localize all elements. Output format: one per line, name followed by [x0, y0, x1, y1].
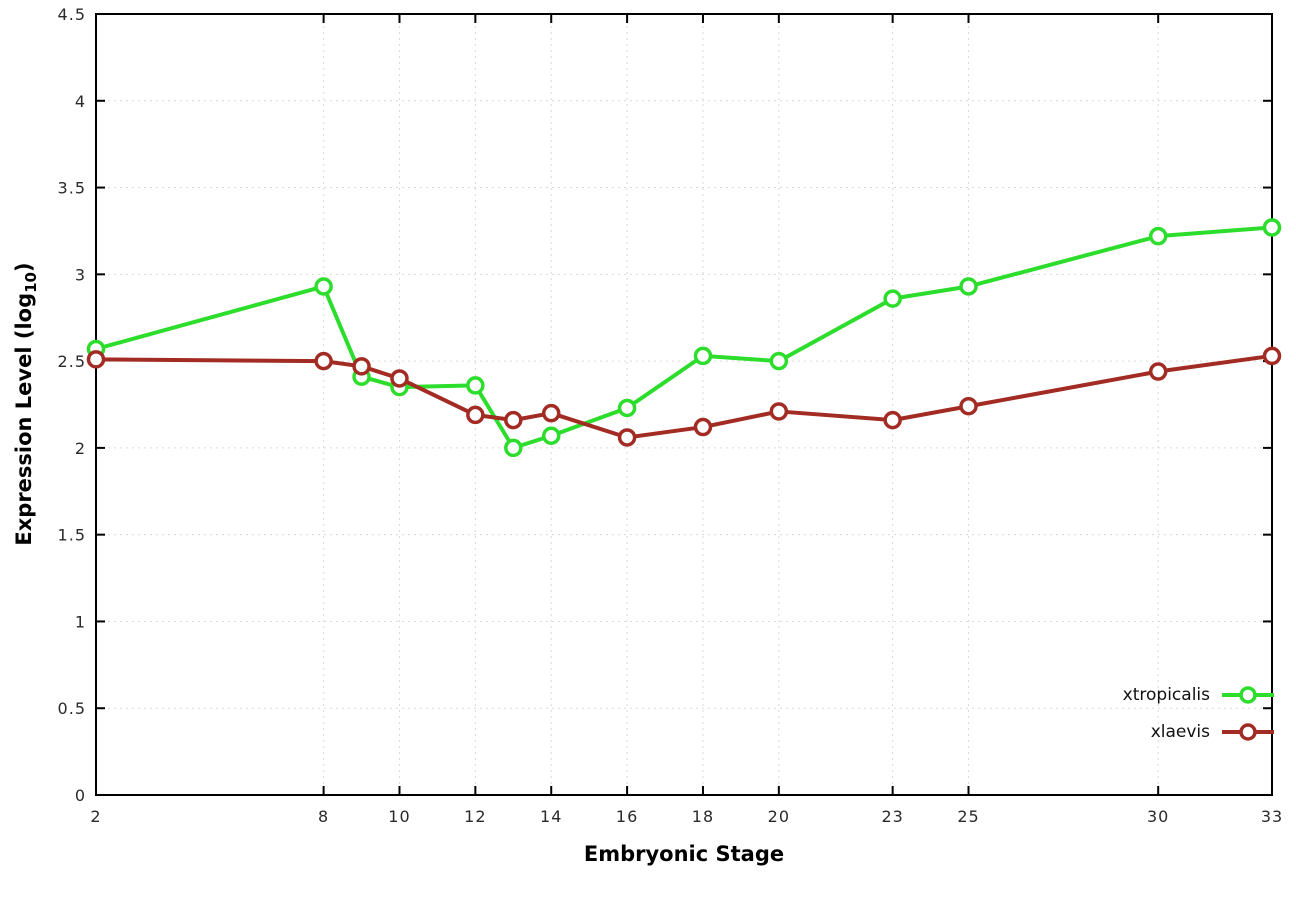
x-tick-label: 10 — [388, 807, 410, 826]
data-point-xlaevis — [314, 351, 333, 371]
data-point-xlaevis — [466, 405, 485, 425]
y-tick-label: 0 — [75, 786, 86, 805]
legend-sample-point — [1239, 685, 1257, 704]
series-line-xtropicalis — [94, 225, 1274, 450]
x-tick-label: 2 — [90, 807, 101, 826]
data-point-xtropicalis — [693, 346, 713, 366]
y-axis-label-main: Expression Level (log — [12, 292, 36, 546]
data-point-xlaevis — [883, 410, 902, 430]
y-tick-label: 3.5 — [58, 179, 86, 198]
y-tick-label: 2 — [75, 439, 86, 458]
y-tick-label: 2.5 — [58, 352, 86, 371]
legend-label-xtropicalis: xtropicalis — [1122, 684, 1210, 705]
y-tick-label: 1.5 — [58, 526, 86, 545]
data-point-xlaevis — [352, 357, 371, 376]
data-point-xlaevis — [617, 428, 637, 447]
data-point-xtropicalis — [504, 438, 523, 458]
legend: xtropicalis xlaevis — [1123, 676, 1274, 750]
data-point-xlaevis — [390, 369, 409, 388]
data-point-xtropicalis — [1262, 218, 1282, 237]
data-point-xtropicalis — [1148, 226, 1168, 246]
data-point-xlaevis — [1262, 346, 1282, 366]
data-point-xlaevis — [1148, 362, 1168, 381]
legend-label-xlaevis: xlaevis — [1150, 721, 1210, 742]
x-tick-label: 8 — [318, 807, 329, 826]
legend-sample-point — [1239, 722, 1257, 741]
data-point-xtropicalis — [541, 426, 561, 445]
data-point-xlaevis — [959, 396, 978, 416]
x-tick-label: 16 — [616, 807, 638, 826]
x-tick-label: 12 — [464, 807, 486, 826]
x-tick-label: 25 — [957, 807, 979, 826]
data-point-xlaevis — [541, 403, 561, 423]
plot-border — [95, 13, 1273, 796]
data-point-xtropicalis — [314, 277, 333, 296]
y-axis-label-subscript: 10 — [22, 272, 40, 293]
y-axis-label: Expression Level (log10) — [12, 262, 40, 545]
y-tick-label: 4.5 — [58, 5, 86, 24]
legend-marker-xtropicalis — [1222, 685, 1274, 704]
y-tick-label: 3 — [75, 265, 86, 284]
data-point-xtropicalis — [883, 289, 902, 308]
y-tick-label: 1 — [75, 612, 86, 631]
y-tick-label: 0.5 — [58, 699, 86, 718]
data-point-xtropicalis — [466, 376, 485, 395]
x-tick-label: 14 — [540, 807, 562, 826]
x-axis-label: Embryonic Stage — [583, 842, 785, 866]
x-tick-label: 30 — [1147, 807, 1169, 826]
data-point-xlaevis — [693, 417, 713, 437]
data-point-xlaevis — [769, 402, 789, 421]
x-tick-label: 23 — [881, 807, 903, 826]
x-tick-label: 20 — [768, 807, 790, 826]
x-tick-label: 33 — [1261, 807, 1283, 826]
legend-marker-xlaevis — [1222, 722, 1274, 741]
y-axis-label-end: ) — [12, 262, 36, 272]
y-tick-label: 4 — [75, 92, 86, 111]
data-point-xlaevis — [86, 350, 106, 369]
data-point-xtropicalis — [617, 398, 637, 418]
x-tick-label: 18 — [692, 807, 714, 826]
legend-row-xlaevis: xlaevis — [1151, 713, 1274, 750]
data-point-xlaevis — [504, 410, 523, 430]
data-point-xtropicalis — [769, 351, 789, 371]
legend-row-xtropicalis: xtropicalis — [1123, 676, 1274, 713]
data-point-xtropicalis — [959, 277, 978, 296]
